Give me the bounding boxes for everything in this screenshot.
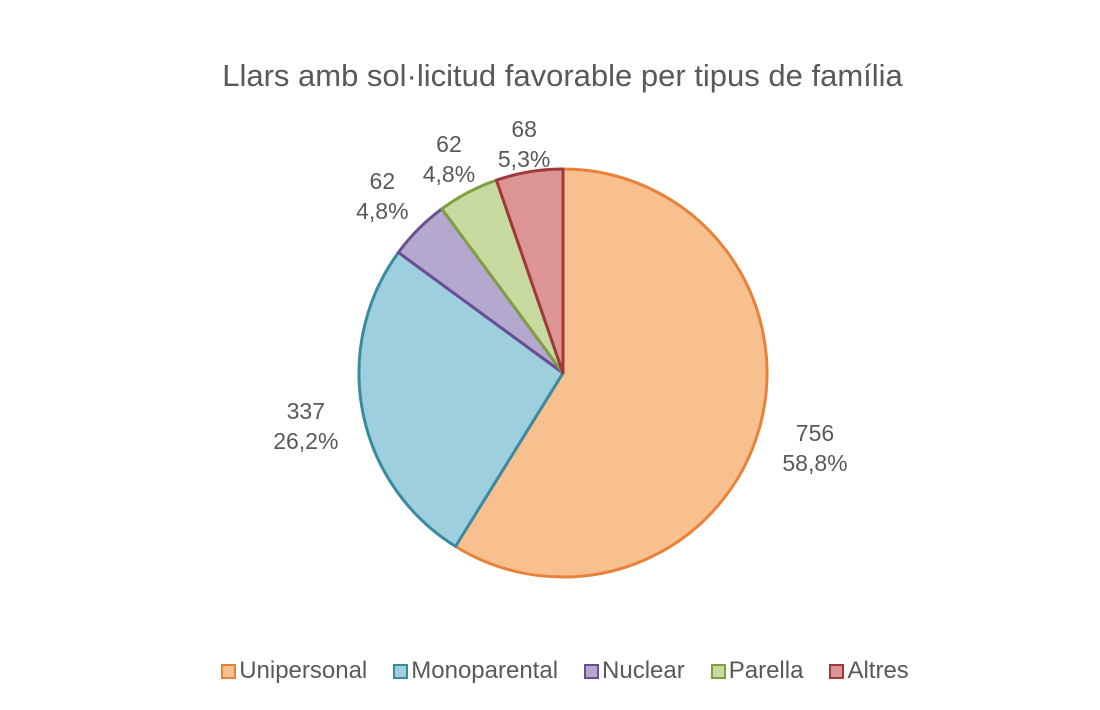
pie-slice-altres — [494, 167, 565, 375]
legend-label: Altres — [847, 657, 909, 684]
legend: Unipersonal Monoparental Nuclear Parella Alt… — [0, 657, 1100, 685]
legend-item-monoparental: Monoparental — [393, 657, 558, 685]
chart-title: Llars amb sol·licitud favorable per tipu… — [222, 58, 903, 93]
legend-swatch — [584, 663, 600, 679]
data-label-nuclear: 62 4,8% — [356, 168, 408, 224]
data-label-altres: 68 5,3% — [498, 116, 550, 172]
legend-label: Parella — [728, 657, 804, 684]
legend-item-altres: Altres — [829, 657, 909, 685]
data-label-parella: 62 4,8% — [423, 131, 475, 187]
legend-swatch — [393, 663, 409, 679]
legend-label: Nuclear — [602, 657, 685, 684]
pie-slice-unipersonal — [454, 167, 769, 579]
legend-item-nuclear: Nuclear — [584, 657, 685, 685]
legend-swatch — [829, 663, 845, 679]
legend-swatch — [221, 663, 237, 679]
pie-slice-monoparental — [357, 250, 565, 548]
legend-label: Unipersonal — [239, 657, 368, 684]
legend-swatch — [710, 663, 726, 679]
data-label-unipersonal: 756 58,8% — [782, 420, 847, 476]
data-label-monoparental: 337 26,2% — [273, 398, 338, 454]
legend-label: Monoparental — [411, 657, 559, 684]
legend-item-unipersonal: Unipersonal — [221, 657, 367, 685]
legend-item-parella: Parella — [710, 657, 804, 685]
